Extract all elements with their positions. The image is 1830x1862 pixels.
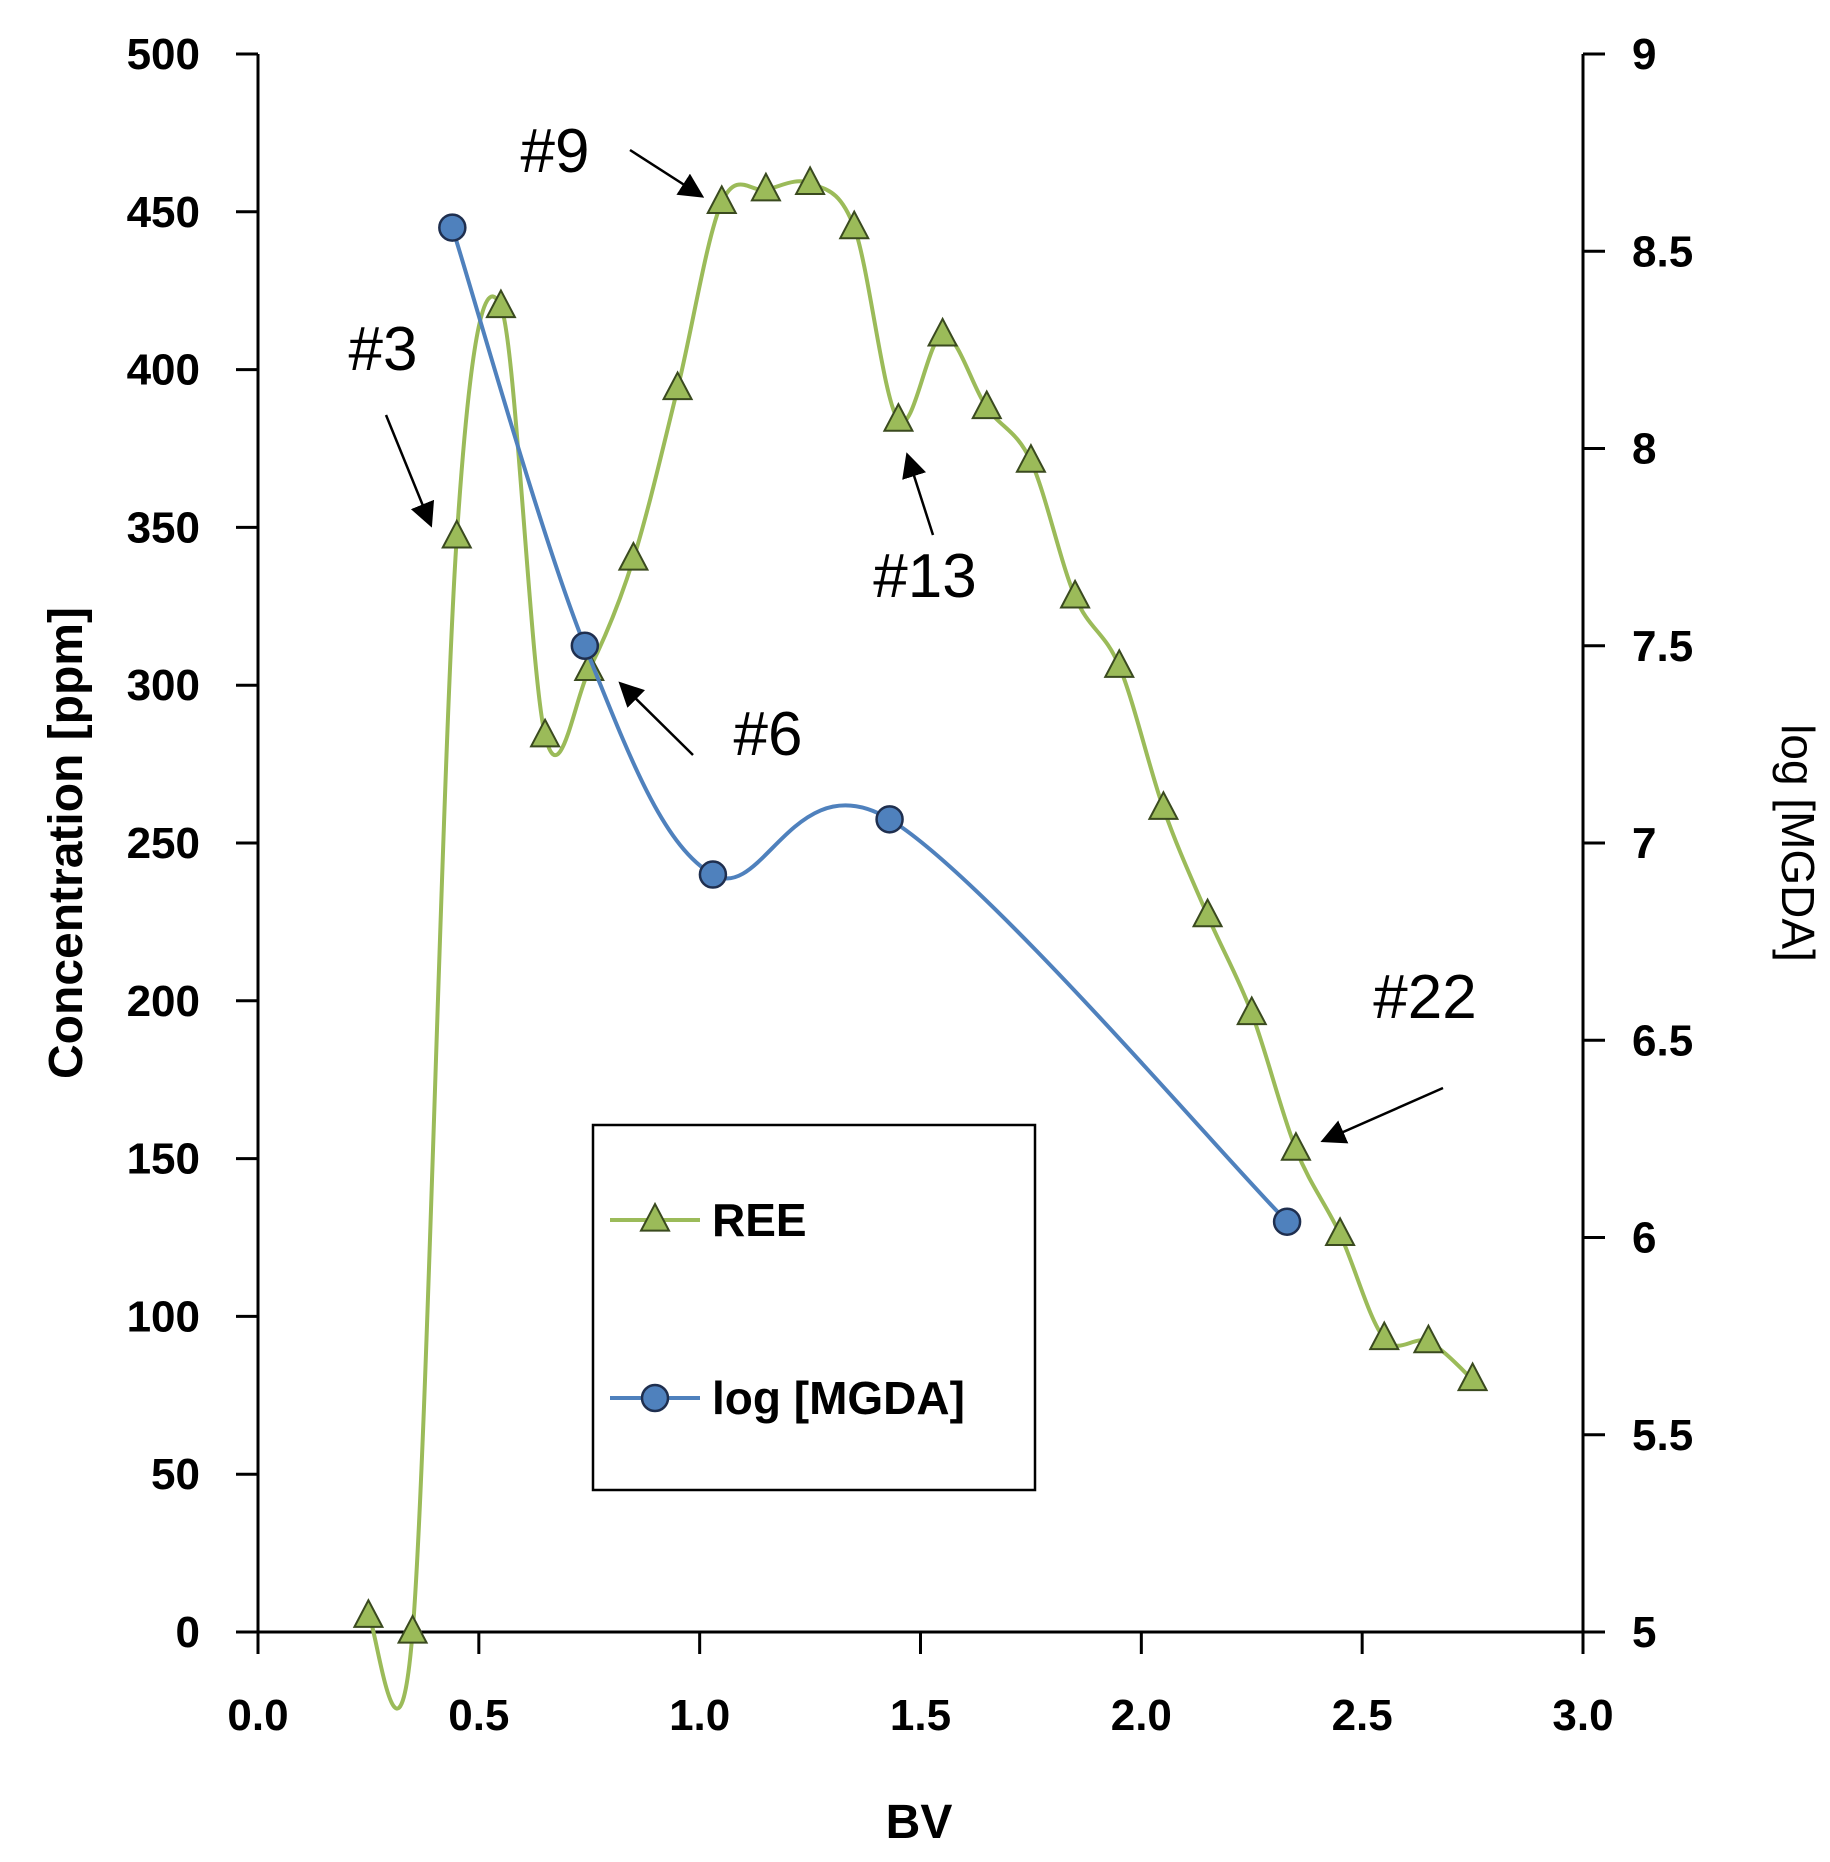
y2-tick-label: 8.5 <box>1632 227 1693 276</box>
y2-tick-label: 7 <box>1632 819 1656 868</box>
data-point-triangle <box>838 209 870 240</box>
annotation: #3 <box>349 315 435 528</box>
series-line <box>366 179 1474 1711</box>
y2-tick-label: 9 <box>1632 30 1656 79</box>
data-point-triangle <box>706 184 738 214</box>
annotation-arrow <box>902 452 935 536</box>
y-axis-title: Concentration [ppm] <box>40 607 93 1079</box>
plot-area <box>352 165 1489 1711</box>
y-tick-label: 250 <box>127 819 200 868</box>
y2-tick-label: 6 <box>1632 1214 1656 1263</box>
data-point-triangle <box>1059 578 1091 609</box>
data-point-triangle <box>396 1613 429 1644</box>
annotation: #22 <box>1320 963 1477 1144</box>
y-tick-label: 500 <box>127 30 200 79</box>
x-tick-label: 0.5 <box>448 1691 509 1740</box>
x-tick-label: 1.0 <box>669 1691 730 1740</box>
annotation-arrow <box>618 681 694 756</box>
data-point-triangle <box>529 717 561 748</box>
annotation-arrow <box>629 148 705 198</box>
data-point-triangle <box>661 370 694 401</box>
y2-tick-label: 7.5 <box>1632 622 1693 671</box>
y2-axis-title: log [MGDA] <box>1772 724 1824 962</box>
series-ree <box>352 165 1489 1711</box>
data-point-triangle <box>1456 1361 1489 1392</box>
y-tick-label: 100 <box>127 1292 200 1341</box>
y-tick-label: 400 <box>127 346 200 395</box>
y-tick-label: 0 <box>176 1608 200 1657</box>
legend-label: REE <box>712 1194 807 1246</box>
data-point-triangle <box>1280 1131 1312 1161</box>
data-point-triangle <box>1412 1323 1445 1354</box>
axes: 0 50 100 150 200 250 300 350 400 450 500 5 5.5 6 6.5 7 7… <box>40 30 1824 1849</box>
annotation: #9 <box>521 117 705 198</box>
data-point-triangle <box>1236 995 1268 1026</box>
legend-entry: REE <box>610 1194 807 1246</box>
data-point-circle <box>570 631 600 660</box>
data-point-triangle <box>1368 1320 1400 1351</box>
data-point-triangle <box>882 401 915 432</box>
data-point-triangle <box>1147 790 1180 820</box>
annotation-label: #3 <box>349 315 418 384</box>
data-point-triangle <box>1324 1216 1356 1246</box>
y-tick-label: 300 <box>127 661 200 710</box>
data-point-triangle <box>485 288 517 319</box>
x-tick-label: 2.5 <box>1332 1691 1393 1740</box>
data-point-triangle <box>794 165 826 196</box>
data-point-triangle <box>617 540 650 571</box>
data-point-triangle <box>1015 443 1047 473</box>
legend-marker-triangle <box>639 1201 671 1232</box>
annotation-label: #6 <box>734 700 803 769</box>
series-line <box>450 226 1289 1224</box>
legend-box <box>591 1123 1037 1492</box>
x-tick-label: 1.5 <box>890 1691 951 1740</box>
y-tick-label: 350 <box>127 503 200 552</box>
data-point-triangle <box>441 518 473 549</box>
data-point-circle <box>698 860 728 889</box>
series-log-mgda- <box>438 213 1302 1236</box>
data-point-triangle <box>1103 648 1135 678</box>
y-tick-label: 150 <box>127 1135 200 1184</box>
y2-tick-label: 8 <box>1632 425 1656 474</box>
x-tick-label: 0.0 <box>227 1691 288 1740</box>
y2-tick-label: 6.5 <box>1632 1016 1693 1065</box>
data-point-triangle <box>750 171 782 202</box>
y2-tick-label: 5 <box>1632 1608 1656 1657</box>
data-point-triangle <box>971 389 1003 420</box>
legend-marker-circle <box>640 1383 670 1413</box>
y-tick-label: 450 <box>127 188 200 237</box>
annotation: #13 <box>873 452 977 611</box>
legend: REE log [MGDA] <box>591 1123 1037 1492</box>
data-point-circle <box>1272 1207 1302 1236</box>
annotation-label: #9 <box>521 117 590 186</box>
annotation-arrow <box>384 414 435 528</box>
legend-entry: log [MGDA] <box>610 1372 965 1424</box>
annotation-arrow <box>1320 1086 1444 1144</box>
y-tick-label: 50 <box>151 1450 200 1499</box>
legend-label: log [MGDA] <box>712 1372 965 1424</box>
y-tick-label: 200 <box>127 977 200 1026</box>
annotation-label: #13 <box>873 542 976 611</box>
annotations: #3 #6 #9 #13 #22 <box>349 117 1477 1144</box>
x-tick-label: 3.0 <box>1552 1691 1613 1740</box>
data-point-triangle <box>1191 897 1224 928</box>
data-point-triangle <box>352 1598 385 1628</box>
y2-tick-label: 5.5 <box>1632 1411 1693 1460</box>
annotation-label: #22 <box>1373 963 1476 1032</box>
x-tick-label: 2.0 <box>1111 1691 1172 1740</box>
data-point-triangle <box>926 316 959 347</box>
x-axis-title: BV <box>886 1796 953 1849</box>
annotation: #6 <box>618 681 803 769</box>
data-point-circle <box>875 805 904 834</box>
data-point-circle <box>438 213 467 242</box>
